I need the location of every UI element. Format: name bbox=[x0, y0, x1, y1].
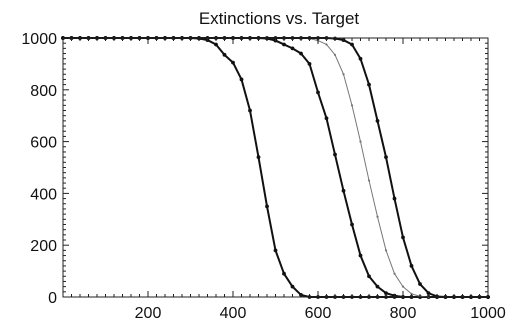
series-line bbox=[62, 37, 489, 298]
series-layer bbox=[61, 36, 490, 299]
data-point bbox=[282, 42, 286, 47]
data-point bbox=[376, 215, 379, 218]
data-point bbox=[409, 264, 414, 268]
y-tick-label: 600 bbox=[30, 135, 57, 152]
series-line bbox=[62, 37, 489, 298]
data-point bbox=[273, 248, 278, 253]
data-point bbox=[367, 82, 371, 87]
data-point bbox=[375, 284, 380, 289]
data-point bbox=[290, 284, 295, 289]
x-tick-label: 200 bbox=[135, 305, 162, 322]
y-tick-label: 1000 bbox=[21, 31, 57, 48]
data-point bbox=[307, 62, 312, 66]
data-point bbox=[239, 77, 244, 82]
data-point bbox=[342, 73, 345, 76]
axes-layer: 200 400 600 800 1000 0 200 400 600 800 1000 bbox=[21, 31, 505, 322]
data-point bbox=[359, 140, 362, 143]
data-point bbox=[350, 104, 354, 107]
x-tick-label: 400 bbox=[220, 305, 247, 322]
series-1 bbox=[61, 36, 490, 299]
data-point bbox=[401, 235, 405, 240]
data-point bbox=[341, 188, 346, 193]
chart-title: Extinctions vs. Target bbox=[199, 9, 360, 28]
data-point bbox=[231, 60, 235, 65]
data-point bbox=[401, 285, 405, 288]
data-point bbox=[333, 53, 337, 56]
data-point bbox=[290, 46, 295, 51]
data-point bbox=[418, 282, 422, 286]
data-point bbox=[282, 271, 286, 276]
y-tick-label: 200 bbox=[30, 238, 57, 255]
data-point bbox=[384, 291, 388, 296]
data-point bbox=[350, 42, 354, 47]
data-point bbox=[358, 56, 363, 61]
data-point bbox=[367, 274, 371, 279]
x-tick-label: 800 bbox=[390, 305, 417, 322]
plot-frame bbox=[62, 37, 489, 298]
series-line bbox=[62, 37, 489, 298]
y-tick-label: 400 bbox=[30, 186, 57, 203]
series-line bbox=[62, 37, 489, 298]
data-point bbox=[350, 222, 354, 227]
data-point bbox=[248, 108, 252, 113]
data-point bbox=[333, 152, 337, 157]
data-point bbox=[214, 42, 218, 47]
data-point bbox=[325, 43, 328, 46]
data-point bbox=[358, 253, 363, 258]
data-point bbox=[384, 249, 388, 252]
data-point bbox=[426, 291, 431, 296]
data-point bbox=[222, 52, 227, 57]
data-point bbox=[384, 155, 388, 160]
series-3 bbox=[61, 36, 490, 299]
data-point bbox=[393, 272, 396, 275]
series-2 bbox=[61, 36, 490, 299]
data-point bbox=[256, 155, 261, 160]
y-tick-label: 800 bbox=[30, 83, 57, 100]
data-point bbox=[367, 179, 371, 182]
data-point bbox=[324, 116, 329, 121]
data-point bbox=[410, 292, 413, 295]
data-point bbox=[375, 118, 380, 123]
data-point bbox=[392, 196, 397, 201]
data-point bbox=[299, 51, 303, 56]
series-4 bbox=[61, 36, 490, 299]
y-tick-label: 0 bbox=[48, 290, 57, 307]
x-tick-label: 600 bbox=[305, 305, 332, 322]
x-tick-label: 1000 bbox=[470, 305, 506, 322]
data-point bbox=[265, 204, 269, 209]
data-point bbox=[316, 90, 320, 95]
